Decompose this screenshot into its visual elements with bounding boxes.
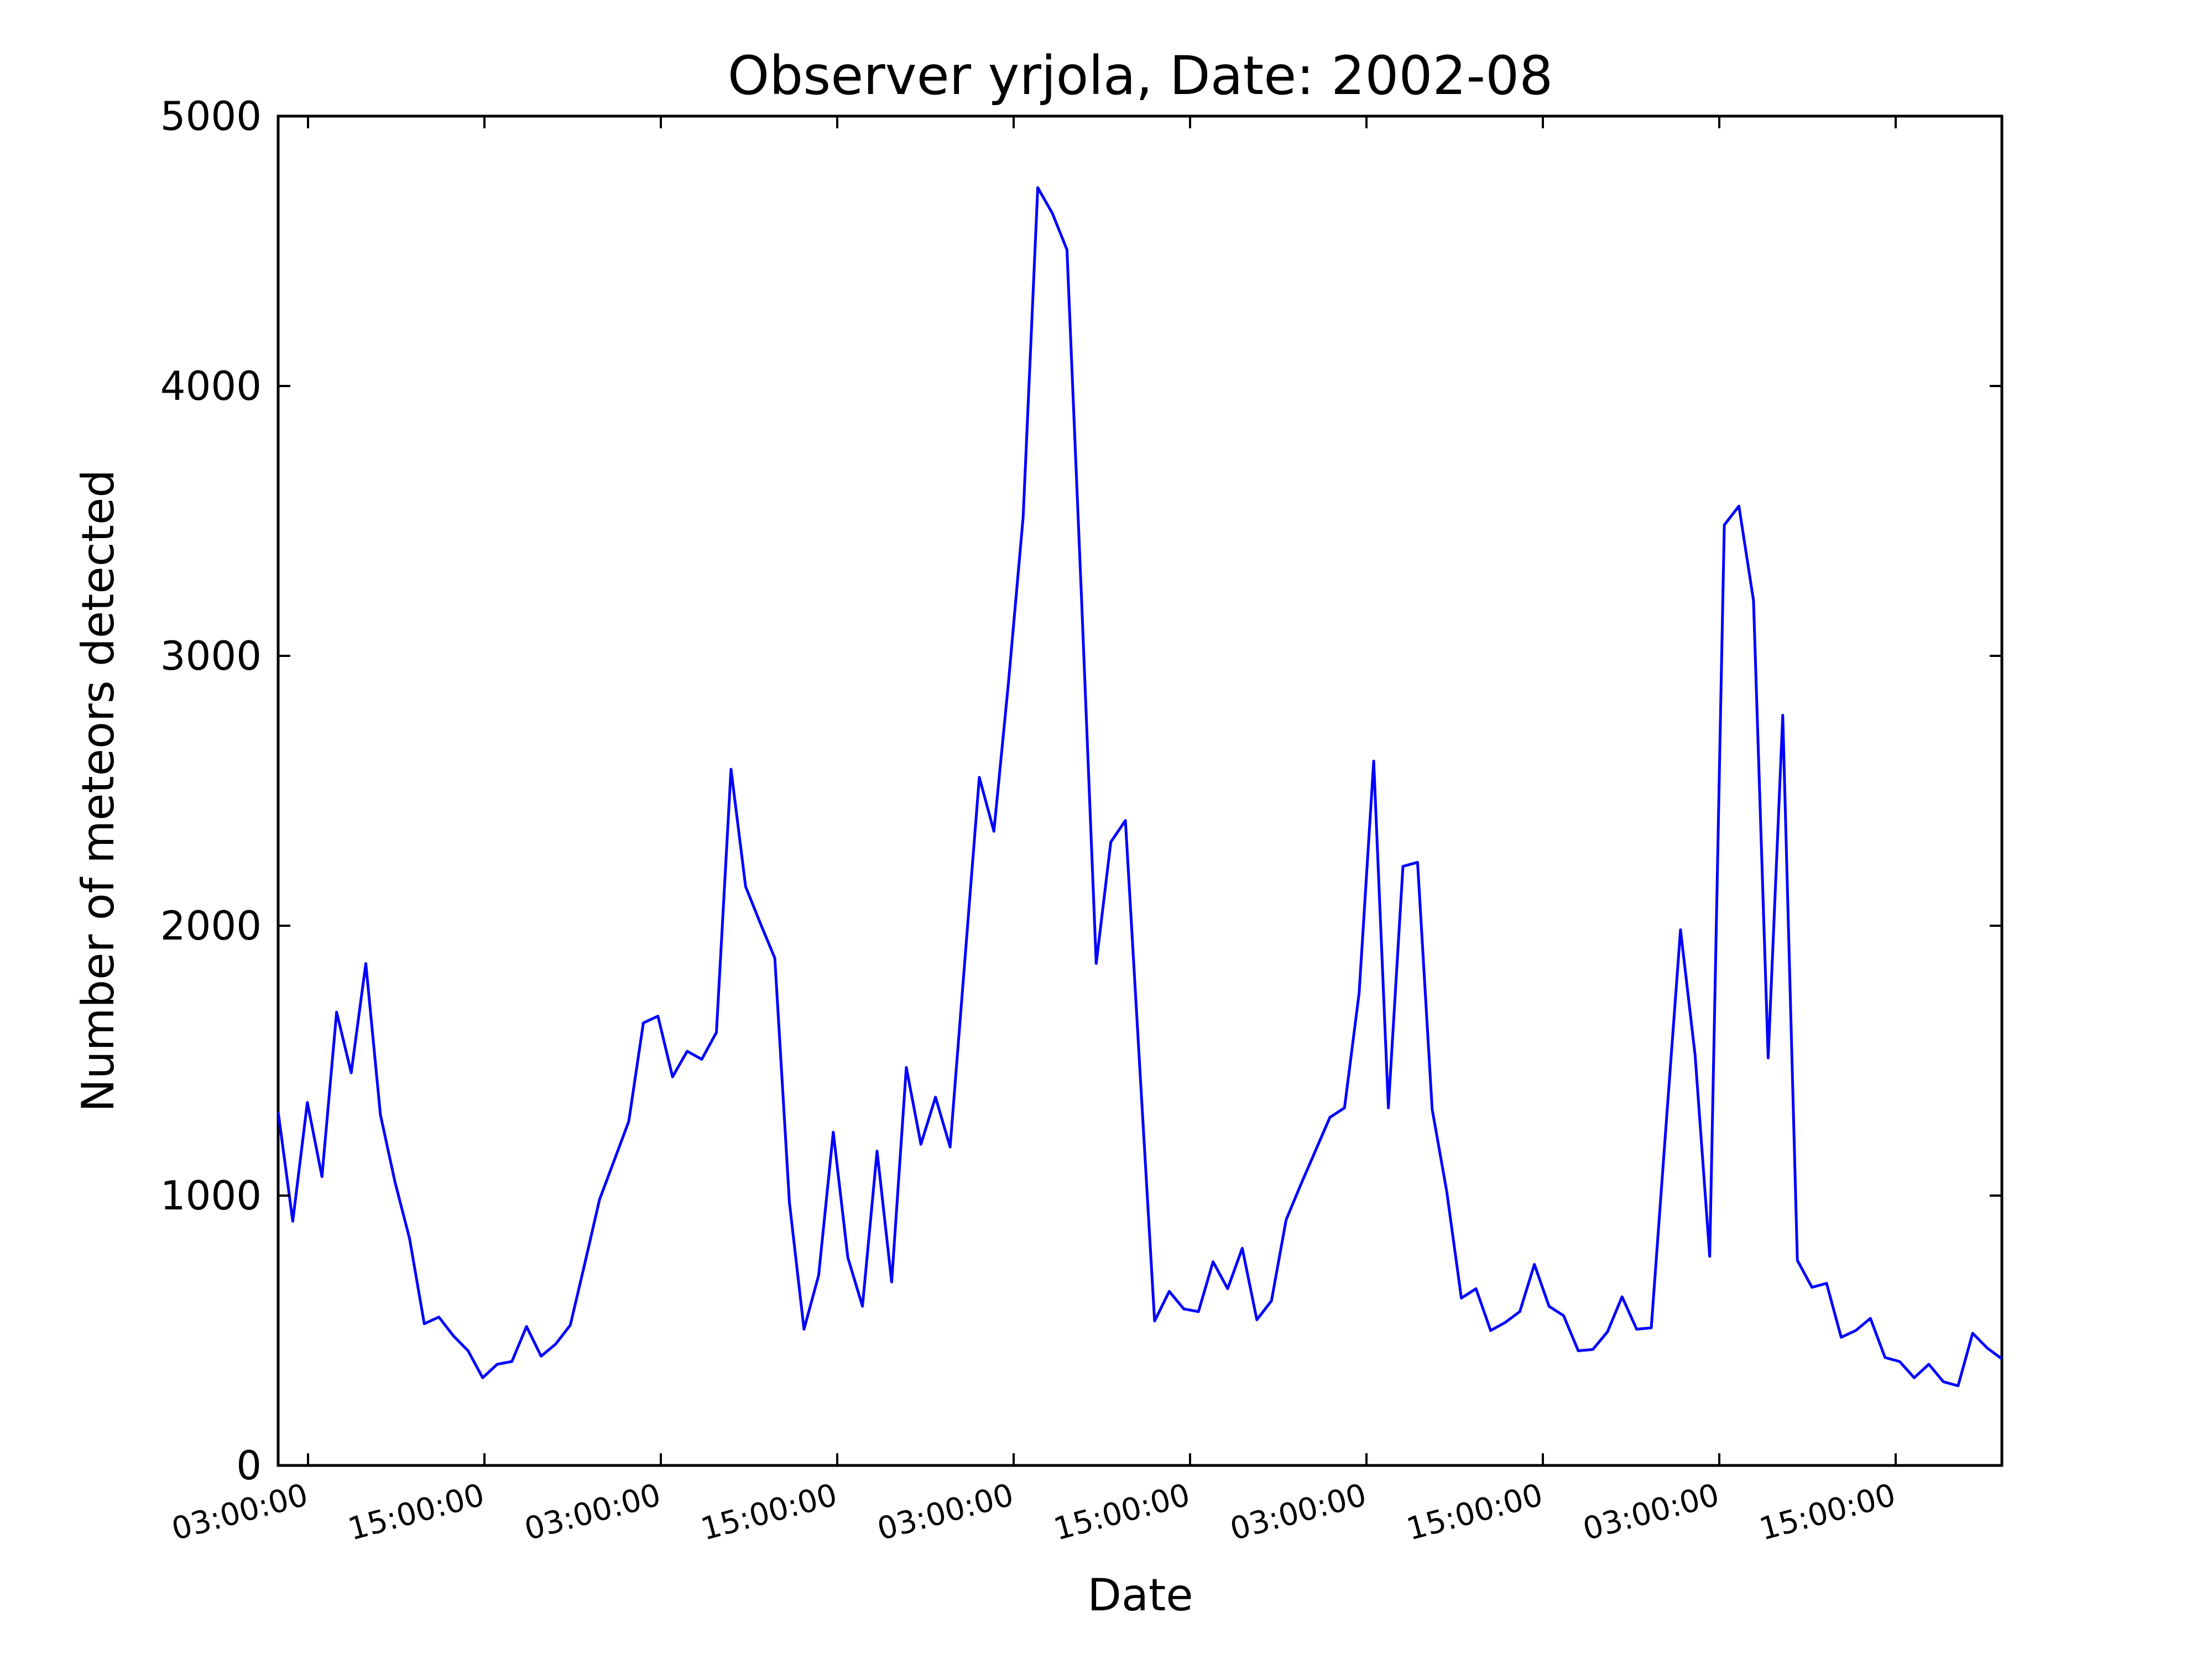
y-axis-ticks: 0 1000 2000 3000 4000 5000: [160, 93, 2002, 1489]
y-axis-label: Number of meteors detected: [72, 469, 124, 1112]
series-line: [276, 186, 2003, 1387]
y-tick-label: 3000: [160, 633, 262, 679]
y-tick-label: 4000: [160, 363, 262, 409]
y-tick-label: 0: [236, 1442, 262, 1489]
y-tick-label: 5000: [160, 93, 262, 139]
x-axis-label: Date: [1087, 1569, 1193, 1621]
y-tick-label: 1000: [160, 1172, 262, 1219]
plot-frame: [276, 114, 2004, 1467]
chart-title: Observer yrjola, Date: 2002-08: [728, 45, 1553, 107]
y-tick-label: 2000: [160, 902, 262, 949]
